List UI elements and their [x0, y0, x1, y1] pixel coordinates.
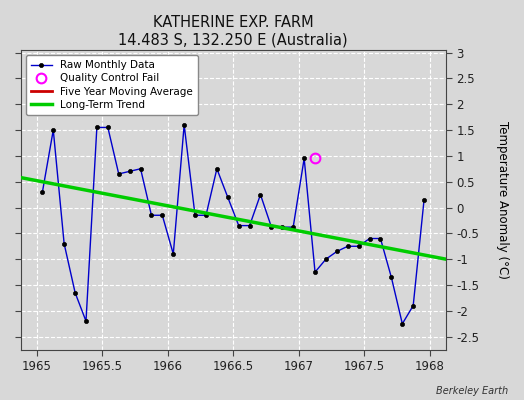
- Raw Monthly Data: [50, 128, 57, 132]
- Text: Berkeley Earth: Berkeley Earth: [436, 386, 508, 396]
- Raw Monthly Data: [301, 156, 307, 161]
- Raw Monthly Data: [148, 213, 155, 218]
- Legend: Raw Monthly Data, Quality Control Fail, Five Year Moving Average, Long-Term Tren: Raw Monthly Data, Quality Control Fail, …: [26, 55, 198, 115]
- Raw Monthly Data: [421, 197, 427, 202]
- Raw Monthly Data: [279, 225, 286, 230]
- Raw Monthly Data: [246, 223, 253, 228]
- Y-axis label: Temperature Anomaly (°C): Temperature Anomaly (°C): [496, 121, 509, 279]
- Raw Monthly Data: [181, 122, 187, 127]
- Raw Monthly Data: [137, 166, 144, 171]
- Raw Monthly Data: [94, 125, 100, 130]
- Raw Monthly Data: [214, 166, 220, 171]
- Raw Monthly Data: [257, 192, 264, 197]
- Raw Monthly Data: [377, 236, 384, 241]
- Raw Monthly Data: [312, 270, 318, 274]
- Raw Monthly Data: [105, 125, 111, 130]
- Raw Monthly Data: [399, 321, 406, 326]
- Raw Monthly Data: [72, 290, 78, 295]
- Raw Monthly Data: [290, 225, 297, 230]
- Raw Monthly Data: [159, 213, 166, 218]
- Raw Monthly Data: [334, 249, 340, 254]
- Raw Monthly Data: [39, 190, 46, 194]
- Raw Monthly Data: [410, 303, 417, 308]
- Raw Monthly Data: [203, 213, 209, 218]
- Raw Monthly Data: [83, 319, 89, 324]
- Raw Monthly Data: [192, 213, 198, 218]
- Raw Monthly Data: [225, 195, 231, 200]
- Raw Monthly Data: [345, 244, 351, 249]
- Raw Monthly Data: [355, 244, 362, 249]
- Title: KATHERINE EXP. FARM
14.483 S, 132.250 E (Australia): KATHERINE EXP. FARM 14.483 S, 132.250 E …: [118, 15, 348, 47]
- Raw Monthly Data: [366, 236, 373, 241]
- Raw Monthly Data: [170, 252, 177, 256]
- Raw Monthly Data: [323, 257, 329, 262]
- Raw Monthly Data: [116, 172, 122, 176]
- Raw Monthly Data: [268, 225, 275, 230]
- Raw Monthly Data: [388, 275, 395, 280]
- Raw Monthly Data: [61, 241, 67, 246]
- Line: Raw Monthly Data: Raw Monthly Data: [40, 123, 426, 326]
- Raw Monthly Data: [126, 169, 133, 174]
- Raw Monthly Data: [236, 223, 242, 228]
